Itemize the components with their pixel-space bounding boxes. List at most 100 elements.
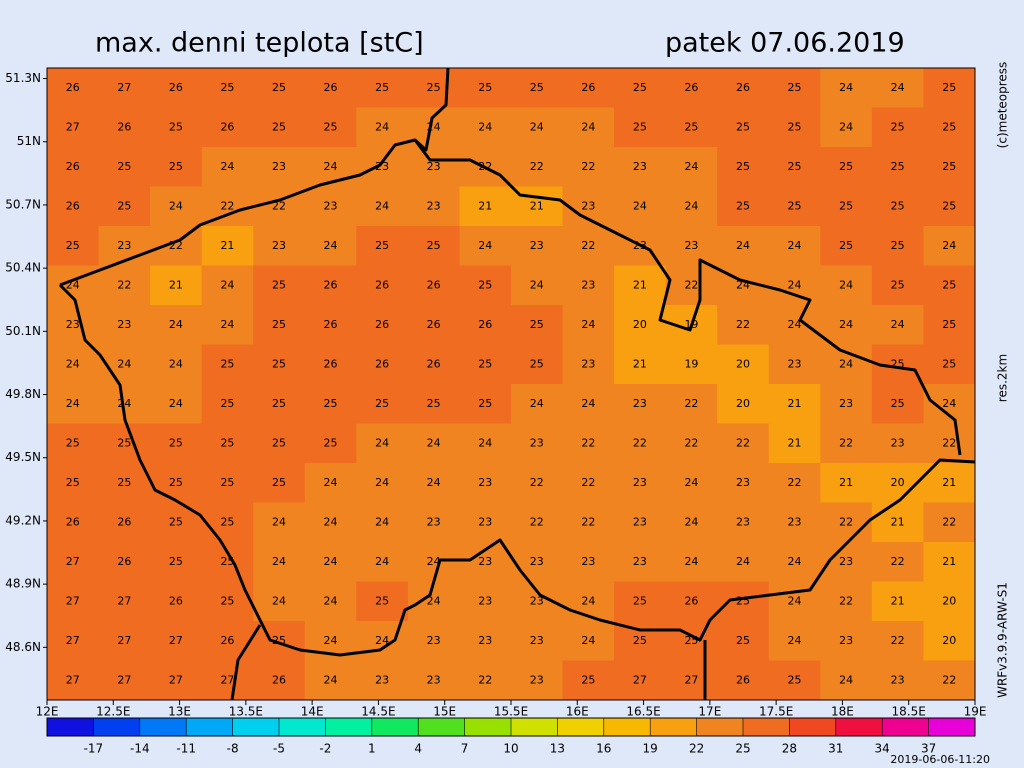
cell xyxy=(614,305,667,345)
cell xyxy=(150,542,203,582)
cell-value: 25 xyxy=(169,515,183,528)
cell xyxy=(665,542,718,582)
timestamp: 2019-06-06-11:20 xyxy=(890,753,990,766)
cell xyxy=(47,463,100,503)
cell xyxy=(304,147,357,187)
cell-value: 23 xyxy=(839,397,853,410)
cell xyxy=(98,265,151,306)
cell-value: 25 xyxy=(788,673,802,686)
colorbar-swatch xyxy=(232,718,280,736)
cell-value: 20 xyxy=(942,634,956,647)
lon-tick-label: 18E xyxy=(831,705,854,719)
cell xyxy=(253,621,306,661)
cell-value: 24 xyxy=(375,120,389,133)
border-cz xyxy=(58,283,976,657)
cell xyxy=(511,265,564,306)
cell-value: 26 xyxy=(736,81,750,94)
cell xyxy=(150,147,203,187)
cell-value: 22 xyxy=(684,278,698,291)
cell-value: 22 xyxy=(942,673,956,686)
cell xyxy=(511,226,564,266)
cell xyxy=(150,581,203,622)
cell xyxy=(820,305,873,345)
cell xyxy=(304,107,357,148)
cell-value: 27 xyxy=(684,673,698,686)
cell-value: 21 xyxy=(788,397,802,410)
cell xyxy=(150,384,203,424)
cell-value: 25 xyxy=(272,81,286,94)
cell xyxy=(201,305,254,345)
cell-value: 22 xyxy=(839,436,853,449)
cell xyxy=(717,226,770,266)
lon-tick-label: 13.5E xyxy=(229,705,263,719)
cell-value: 25 xyxy=(478,81,492,94)
cell-value: 25 xyxy=(169,120,183,133)
cell-value: 24 xyxy=(220,318,234,331)
cell xyxy=(717,660,770,701)
cell xyxy=(407,68,460,108)
cell-value: 19 xyxy=(684,357,698,370)
cell xyxy=(459,502,512,543)
cell-value: 23 xyxy=(530,673,544,686)
cell xyxy=(253,502,306,543)
cell-value: 22 xyxy=(684,436,698,449)
cell-value: 24 xyxy=(169,318,183,331)
cell-value: 25 xyxy=(891,160,905,173)
cell-value: 26 xyxy=(736,673,750,686)
lat-tick-label: 50.4N xyxy=(5,261,41,275)
cell xyxy=(201,463,254,503)
cell-value: 24 xyxy=(169,357,183,370)
cell xyxy=(614,581,667,622)
cell-value: 24 xyxy=(375,199,389,212)
cell xyxy=(768,186,821,227)
cell xyxy=(820,660,873,701)
cell-value: 23 xyxy=(427,199,441,212)
cell xyxy=(665,463,718,503)
cell xyxy=(511,305,564,345)
cell xyxy=(356,68,409,108)
cell-value: 25 xyxy=(169,160,183,173)
cell xyxy=(562,542,615,582)
cell-value: 27 xyxy=(117,594,131,607)
cell xyxy=(768,542,821,582)
cell xyxy=(253,660,306,701)
cell-value: 26 xyxy=(478,318,492,331)
cell xyxy=(356,463,409,503)
cell-value: 23 xyxy=(530,239,544,252)
cell-value: 27 xyxy=(66,555,80,568)
cell xyxy=(717,384,770,424)
cell-value: 27 xyxy=(66,120,80,133)
cell-value: 25 xyxy=(220,397,234,410)
cell xyxy=(201,226,254,266)
cell xyxy=(253,581,306,622)
cell xyxy=(407,621,460,661)
cell-value: 25 xyxy=(272,278,286,291)
cell xyxy=(253,423,306,464)
cell-value: 22 xyxy=(891,634,905,647)
cell xyxy=(47,423,100,464)
cell xyxy=(717,107,770,148)
cell-value: 22 xyxy=(530,160,544,173)
cell-value: 24 xyxy=(788,239,802,252)
cell xyxy=(407,581,460,622)
colorbar-swatch xyxy=(93,718,141,736)
cell-value: 22 xyxy=(478,673,492,686)
cell-value: 21 xyxy=(788,436,802,449)
cell-value: 25 xyxy=(66,476,80,489)
cell-value: 24 xyxy=(581,318,595,331)
colorbar-swatch xyxy=(139,718,187,736)
credit: res.2km xyxy=(996,354,1010,402)
cell-value: 24 xyxy=(839,120,853,133)
cell-value: 23 xyxy=(427,673,441,686)
cell-value: 25 xyxy=(324,436,338,449)
cell xyxy=(356,581,409,622)
cell xyxy=(407,502,460,543)
cell xyxy=(150,621,203,661)
cell xyxy=(98,542,151,582)
cell xyxy=(201,384,254,424)
colorbar-label: -14 xyxy=(130,742,150,756)
cell xyxy=(820,226,873,266)
cell-value: 25 xyxy=(942,357,956,370)
lon-tick-label: 17.5E xyxy=(759,705,793,719)
cell xyxy=(356,186,409,227)
